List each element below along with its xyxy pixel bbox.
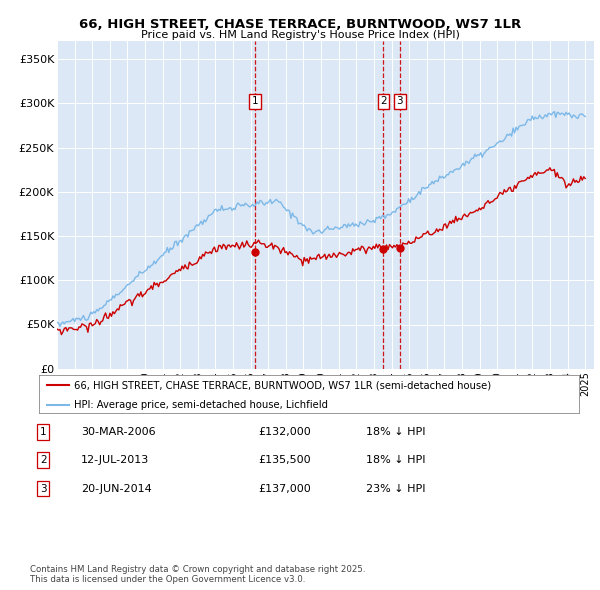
Text: HPI: Average price, semi-detached house, Lichfield: HPI: Average price, semi-detached house,… [74, 399, 328, 409]
Text: 3: 3 [397, 97, 403, 106]
Text: 3: 3 [40, 484, 47, 493]
Text: 30-MAR-2006: 30-MAR-2006 [81, 427, 155, 437]
Text: Contains HM Land Registry data © Crown copyright and database right 2025.
This d: Contains HM Land Registry data © Crown c… [30, 565, 365, 584]
Text: 66, HIGH STREET, CHASE TERRACE, BURNTWOOD, WS7 1LR (semi-detached house): 66, HIGH STREET, CHASE TERRACE, BURNTWOO… [74, 381, 491, 391]
Text: 1: 1 [40, 427, 47, 437]
Text: 1: 1 [252, 97, 259, 106]
Text: £135,500: £135,500 [258, 455, 311, 465]
Text: 18% ↓ HPI: 18% ↓ HPI [366, 427, 425, 437]
Text: £137,000: £137,000 [258, 484, 311, 493]
Text: 18% ↓ HPI: 18% ↓ HPI [366, 455, 425, 465]
Text: Price paid vs. HM Land Registry's House Price Index (HPI): Price paid vs. HM Land Registry's House … [140, 31, 460, 40]
Text: 23% ↓ HPI: 23% ↓ HPI [366, 484, 425, 493]
Text: 66, HIGH STREET, CHASE TERRACE, BURNTWOOD, WS7 1LR: 66, HIGH STREET, CHASE TERRACE, BURNTWOO… [79, 18, 521, 31]
Text: 2: 2 [40, 455, 47, 465]
Text: 20-JUN-2014: 20-JUN-2014 [81, 484, 152, 493]
Text: 12-JUL-2013: 12-JUL-2013 [81, 455, 149, 465]
Text: £132,000: £132,000 [258, 427, 311, 437]
Text: 2: 2 [380, 97, 387, 106]
